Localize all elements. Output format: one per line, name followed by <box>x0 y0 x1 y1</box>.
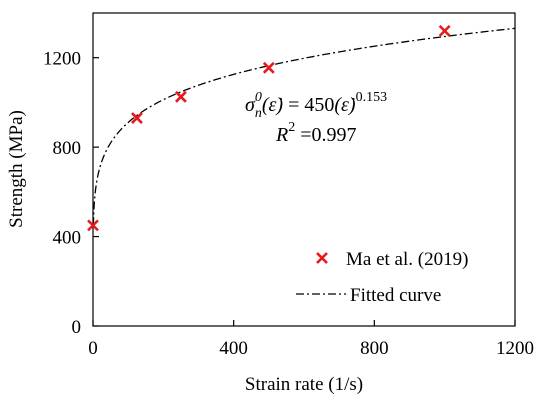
x-tick-label: 800 <box>360 338 389 359</box>
x-tick-labels: 0 400 800 1200 <box>88 338 534 359</box>
data-point-marker <box>262 61 275 74</box>
x-axis-title: Strain rate (1/s) <box>245 374 363 395</box>
legend-marker-x <box>316 252 328 264</box>
data-point-marker <box>131 112 143 124</box>
y-tick-label: 800 <box>53 138 82 159</box>
y-tick-label: 1200 <box>43 49 81 70</box>
x-tick-label: 0 <box>88 338 98 359</box>
axis-ticks <box>92 57 516 327</box>
y-tick-label: 0 <box>72 317 82 338</box>
data-point-marker <box>87 219 99 232</box>
x-tick-label: 400 <box>219 338 248 359</box>
y-axis-title: Strength (MPa) <box>6 110 27 228</box>
legend-label-ma-et-al: Ma et al. (2019) <box>346 249 468 270</box>
x-tick-label: 1200 <box>496 338 534 359</box>
equation-annotation: σn0(ε̇) = 450(ε̇)0.153 <box>245 90 387 121</box>
data-markers <box>87 24 451 232</box>
data-point-marker <box>174 90 187 103</box>
legend-label-fitted-curve: Fitted curve <box>350 285 441 306</box>
plot-frame <box>92 12 516 327</box>
fitted-curve-line <box>92 27 516 226</box>
y-tick-label: 400 <box>53 228 82 249</box>
r-squared-annotation: R2 =0.997 <box>275 120 357 146</box>
legend: Ma et al. (2019) Fitted curve <box>296 249 468 306</box>
y-tick-labels: 0 400 800 1200 <box>43 49 81 338</box>
data-point-marker <box>438 24 451 37</box>
